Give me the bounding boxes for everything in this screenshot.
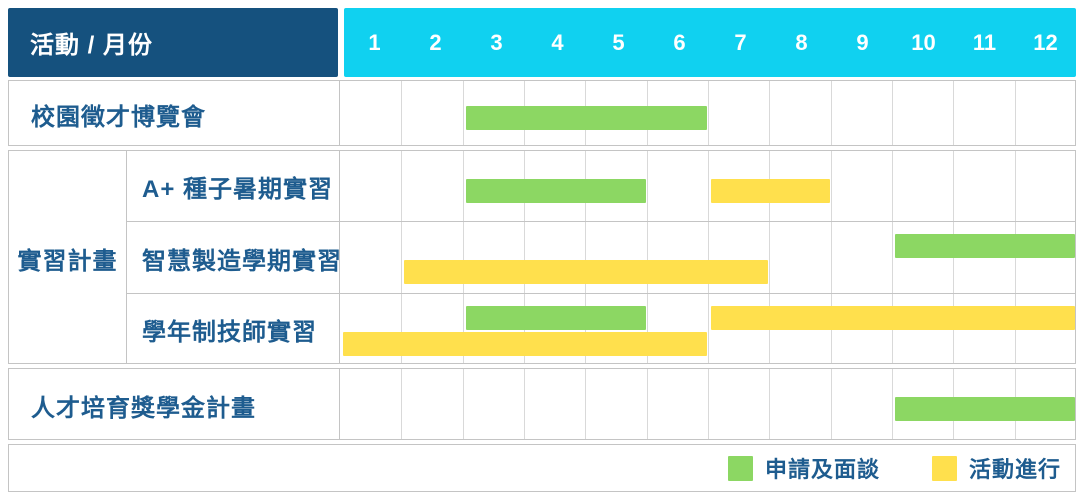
gantt-bar-ongoing (711, 306, 1075, 330)
month-gridline (646, 151, 648, 363)
month-gridline (462, 369, 464, 439)
label-chart-divider (339, 81, 340, 145)
legend-label-ongoing: 活動進行 (968, 457, 1061, 482)
row-label: A+ 種子暑期實習 (142, 176, 334, 203)
month-label-7: 7 (734, 29, 747, 55)
gantt-bar-ongoing (404, 260, 769, 284)
month-label-2: 2 (429, 29, 442, 55)
month-gridline (708, 81, 709, 145)
legend-swatch-apply (727, 455, 753, 481)
gantt-bar-ongoing (711, 178, 830, 203)
month-gridline (524, 369, 525, 439)
label-chart-divider (339, 151, 340, 363)
legend-label-apply: 申請及面談 (764, 457, 880, 482)
row-label: 學年制技師實習 (142, 319, 317, 346)
month-label-1: 1 (368, 29, 381, 55)
month-gridline (830, 369, 832, 439)
month-label-9: 9 (856, 29, 869, 55)
row-group-block: 實習計畫 A+ 種子暑期實習 智慧製造學期實習 學年制技師實習 (8, 150, 1076, 364)
month-gridline (892, 369, 893, 439)
month-gridline (892, 151, 893, 363)
month-label-11: 11 (972, 29, 997, 55)
subrow-divider (127, 221, 1075, 222)
gantt-bar-ongoing (343, 332, 707, 356)
gantt-bar-apply (465, 178, 646, 203)
label-chart-divider (339, 369, 340, 439)
month-label-4: 4 (551, 29, 564, 55)
month-gridline (708, 369, 709, 439)
month-label-6: 6 (673, 29, 686, 55)
month-gridline (462, 81, 464, 145)
month-gridline (585, 151, 587, 363)
month-gridline (953, 81, 955, 145)
month-gridline (769, 369, 771, 439)
month-gridline (524, 151, 525, 363)
month-gridline (769, 151, 771, 363)
row-label: 智慧製造學期實習 (142, 247, 342, 275)
month-label-10: 10 (911, 29, 936, 55)
month-gridline (401, 151, 403, 363)
group-label: 實習計畫 (17, 247, 118, 275)
group-divider (126, 151, 127, 363)
month-gridline (892, 81, 893, 145)
month-gridline (646, 369, 648, 439)
month-gridline (401, 369, 403, 439)
month-gridline (1014, 81, 1016, 145)
gantt-bar-apply (895, 234, 1075, 258)
month-label-5: 5 (612, 29, 625, 55)
legend-swatch-ongoing (931, 455, 957, 481)
gantt-bar-apply (465, 106, 707, 130)
month-label-12: 12 (1033, 29, 1058, 55)
gantt-bar-apply (465, 306, 646, 330)
month-gridline (462, 151, 464, 363)
row-block: 人才培育獎學金計畫 (8, 368, 1076, 440)
header-title: 活動 / 月份 (8, 8, 338, 77)
month-gridline (830, 81, 832, 145)
subrow-divider (127, 293, 1075, 294)
month-gridline (401, 81, 403, 145)
month-gridline (708, 151, 709, 363)
row-label: 校園徵才博覽會 (31, 103, 206, 131)
month-gridline (830, 151, 832, 363)
month-label-3: 3 (490, 29, 503, 55)
month-header-row: 1 2 3 4 5 6 7 8 9 10 11 12 (344, 8, 1076, 77)
row-label: 人才培育獎學金計畫 (31, 394, 256, 422)
month-gridline (769, 81, 771, 145)
month-gridline (585, 369, 587, 439)
gantt-bar-apply (895, 397, 1075, 421)
row-block: 校園徵才博覽會 (8, 80, 1076, 146)
legend: 申請及面談 活動進行 (8, 444, 1076, 492)
month-label-8: 8 (795, 29, 808, 55)
